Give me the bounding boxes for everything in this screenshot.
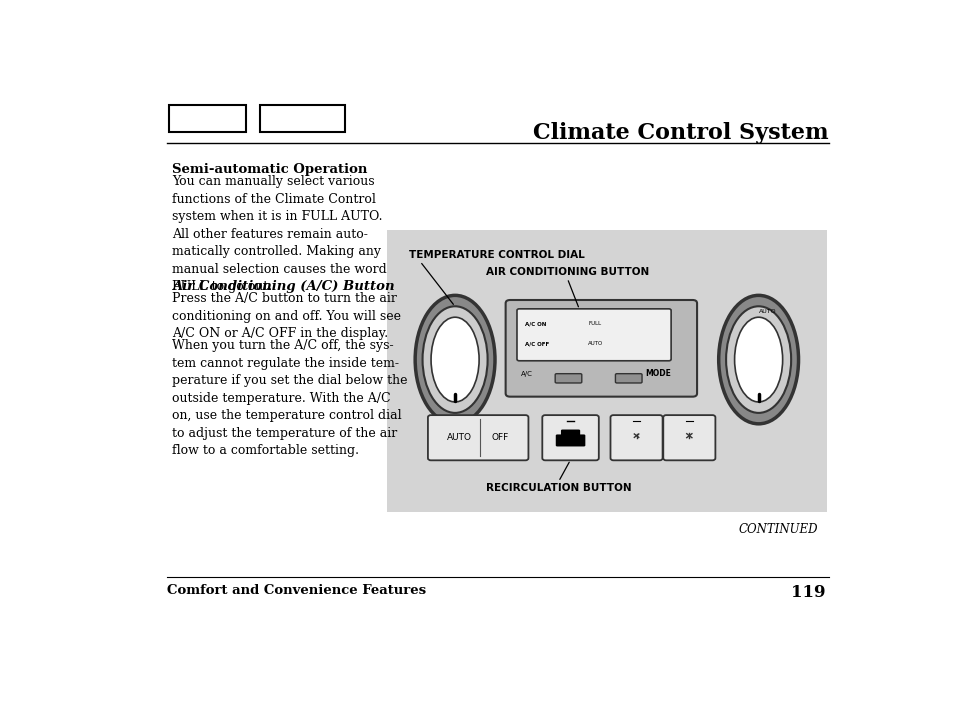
Text: FULL: FULL [587, 321, 600, 326]
Text: Air Conditioning (A/C) Button: Air Conditioning (A/C) Button [172, 280, 395, 293]
Text: AIR CONDITIONING BUTTON: AIR CONDITIONING BUTTON [485, 266, 648, 276]
Text: AUTO: AUTO [446, 433, 472, 442]
Text: 119: 119 [790, 584, 824, 601]
Text: Climate Control System: Climate Control System [533, 121, 828, 143]
FancyBboxPatch shape [505, 300, 697, 397]
Text: RECIRCULATION BUTTON: RECIRCULATION BUTTON [485, 484, 631, 493]
FancyBboxPatch shape [555, 373, 581, 383]
Bar [259, 105, 344, 131]
FancyBboxPatch shape [428, 415, 528, 460]
FancyBboxPatch shape [387, 230, 826, 512]
Ellipse shape [734, 317, 781, 402]
Text: AUTO: AUTO [587, 341, 602, 346]
Text: CONTINUED: CONTINUED [738, 523, 817, 536]
Text: Comfort and Convenience Features: Comfort and Convenience Features [167, 584, 426, 597]
FancyBboxPatch shape [662, 415, 715, 460]
FancyBboxPatch shape [560, 430, 579, 438]
FancyBboxPatch shape [541, 415, 598, 460]
Text: You can manually select various
functions of the Climate Control
system when it : You can manually select various function… [172, 175, 387, 293]
Text: AUTO: AUTO [758, 310, 776, 315]
Text: Semi-automatic Operation: Semi-automatic Operation [172, 163, 368, 176]
FancyBboxPatch shape [556, 435, 585, 447]
FancyBboxPatch shape [610, 415, 662, 460]
FancyBboxPatch shape [615, 373, 641, 383]
Ellipse shape [422, 306, 487, 413]
Text: MODE: MODE [644, 369, 670, 378]
Bar [169, 105, 246, 131]
Ellipse shape [718, 295, 798, 424]
Ellipse shape [431, 317, 478, 402]
Ellipse shape [415, 295, 495, 424]
Text: OFF: OFF [491, 433, 508, 442]
Text: When you turn the A/C off, the sys-
tem cannot regulate the inside tem-
perature: When you turn the A/C off, the sys- tem … [172, 339, 408, 457]
FancyBboxPatch shape [517, 309, 670, 361]
Ellipse shape [725, 306, 790, 413]
Text: A/C: A/C [520, 371, 533, 376]
Text: A/C OFF: A/C OFF [525, 341, 549, 346]
Text: Press the A/C button to turn the air
conditioning on and off. You will see
A/C O: Press the A/C button to turn the air con… [172, 293, 401, 340]
Text: A/C ON: A/C ON [525, 321, 546, 326]
Text: TEMPERATURE CONTROL DIAL: TEMPERATURE CONTROL DIAL [409, 250, 584, 260]
